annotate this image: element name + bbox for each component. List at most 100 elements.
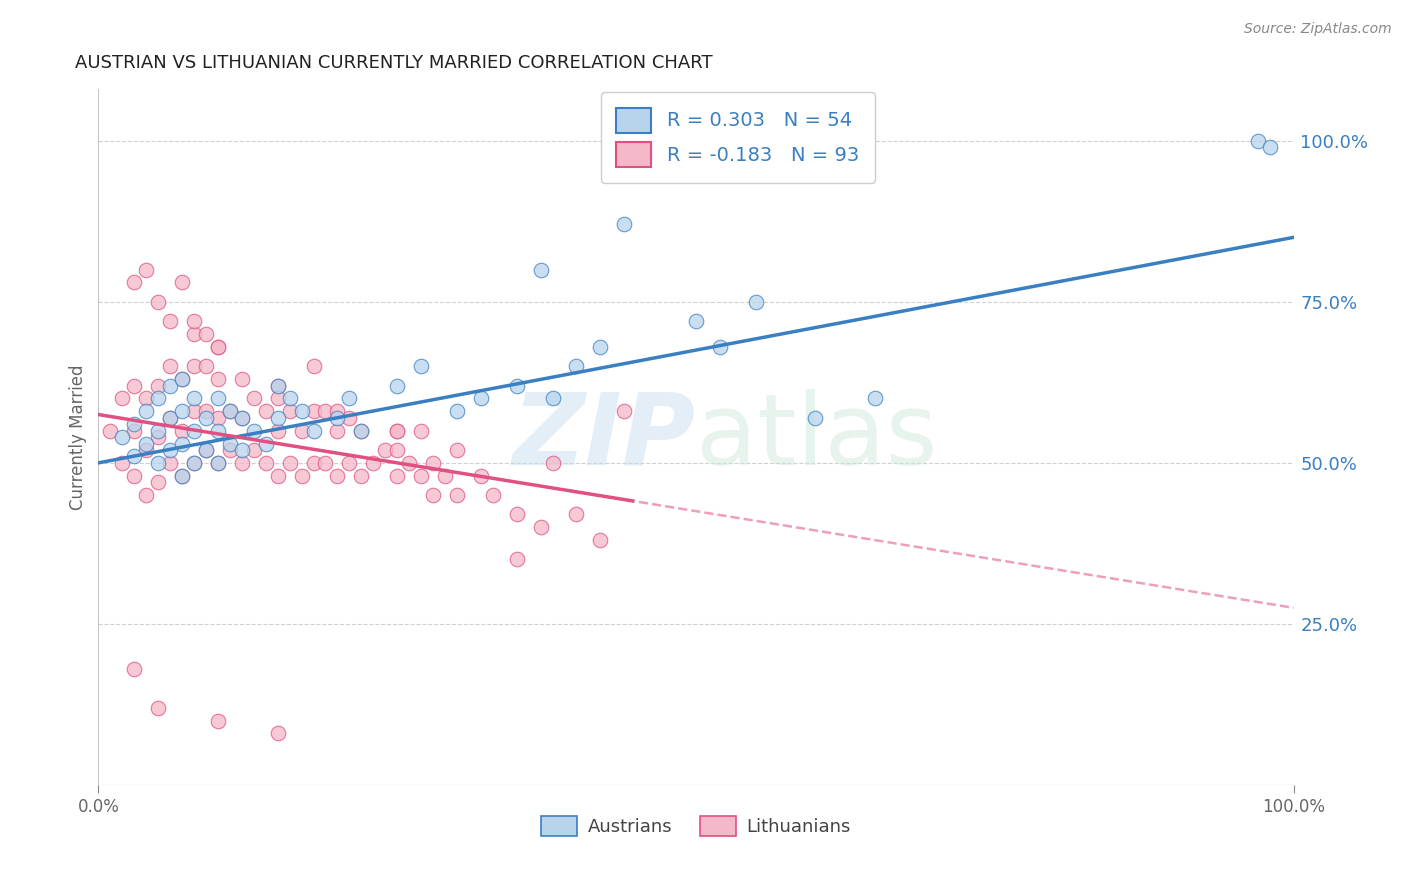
Lithuanians	[159, 456, 181, 470]
Austrians	[207, 424, 229, 438]
Austrians	[1258, 140, 1281, 154]
Lithuanians	[159, 314, 181, 328]
Lithuanians	[183, 456, 205, 470]
Austrians	[530, 262, 553, 277]
Austrians	[172, 372, 194, 386]
Lithuanians	[231, 410, 253, 425]
Lithuanians	[422, 456, 444, 470]
Austrians	[111, 430, 134, 444]
Lithuanians	[446, 488, 468, 502]
Lithuanians	[422, 488, 444, 502]
Austrians	[350, 424, 373, 438]
Lithuanians	[207, 340, 229, 354]
Lithuanians	[183, 326, 205, 341]
Austrians	[207, 456, 229, 470]
Austrians	[231, 410, 253, 425]
Lithuanians	[267, 468, 290, 483]
Lithuanians	[135, 488, 157, 502]
Lithuanians	[183, 314, 205, 328]
Lithuanians	[481, 488, 505, 502]
Austrians	[219, 404, 242, 418]
Lithuanians	[172, 468, 194, 483]
Lithuanians	[565, 508, 588, 522]
Lithuanians	[326, 424, 349, 438]
Lithuanians	[613, 404, 636, 418]
Lithuanians	[326, 468, 349, 483]
Lithuanians	[148, 430, 170, 444]
Austrians	[135, 436, 157, 450]
Lithuanians	[339, 456, 361, 470]
Austrians	[172, 436, 194, 450]
Austrians	[159, 378, 181, 392]
Lithuanians	[172, 372, 194, 386]
Lithuanians	[124, 378, 146, 392]
Austrians	[326, 410, 349, 425]
Lithuanians	[183, 359, 205, 374]
Lithuanians	[267, 726, 290, 740]
Lithuanians	[148, 294, 170, 309]
Austrians	[148, 424, 170, 438]
Lithuanians	[302, 359, 325, 374]
Lithuanians	[267, 424, 290, 438]
Lithuanians	[111, 456, 134, 470]
Austrians	[148, 392, 170, 406]
Lithuanians	[506, 552, 529, 566]
Lithuanians	[385, 424, 409, 438]
Lithuanians	[350, 468, 373, 483]
Lithuanians	[159, 359, 181, 374]
Lithuanians	[159, 410, 181, 425]
Austrians	[446, 404, 468, 418]
Text: ZIP: ZIP	[513, 389, 696, 485]
Lithuanians	[195, 359, 218, 374]
Austrians	[219, 436, 242, 450]
Legend: Austrians, Lithuanians: Austrians, Lithuanians	[531, 806, 860, 846]
Text: Source: ZipAtlas.com: Source: ZipAtlas.com	[1244, 22, 1392, 37]
Lithuanians	[135, 262, 157, 277]
Lithuanians	[326, 404, 349, 418]
Austrians	[589, 340, 612, 354]
Lithuanians	[219, 442, 242, 457]
Lithuanians	[506, 508, 529, 522]
Lithuanians	[124, 424, 146, 438]
Austrians	[231, 442, 253, 457]
Austrians	[506, 378, 529, 392]
Austrians	[183, 424, 205, 438]
Lithuanians	[195, 404, 218, 418]
Lithuanians	[219, 404, 242, 418]
Lithuanians	[207, 340, 229, 354]
Austrians	[159, 442, 181, 457]
Text: AUSTRIAN VS LITHUANIAN CURRENTLY MARRIED CORRELATION CHART: AUSTRIAN VS LITHUANIAN CURRENTLY MARRIED…	[75, 54, 713, 72]
Lithuanians	[385, 468, 409, 483]
Austrians	[172, 468, 194, 483]
Austrians	[195, 410, 218, 425]
Austrians	[745, 294, 768, 309]
Y-axis label: Currently Married: Currently Married	[69, 364, 87, 510]
Lithuanians	[291, 424, 314, 438]
Lithuanians	[589, 533, 612, 548]
Lithuanians	[183, 404, 205, 418]
Lithuanians	[148, 475, 170, 490]
Lithuanians	[541, 456, 564, 470]
Austrians	[385, 378, 409, 392]
Austrians	[709, 340, 731, 354]
Austrians	[470, 392, 492, 406]
Austrians	[865, 392, 887, 406]
Lithuanians	[124, 276, 146, 290]
Lithuanians	[231, 456, 253, 470]
Austrians	[685, 314, 707, 328]
Austrians	[411, 359, 433, 374]
Lithuanians	[315, 456, 337, 470]
Austrians	[159, 410, 181, 425]
Austrians	[1247, 134, 1270, 148]
Lithuanians	[172, 424, 194, 438]
Austrians	[124, 450, 146, 464]
Austrians	[291, 404, 314, 418]
Lithuanians	[411, 424, 433, 438]
Lithuanians	[267, 392, 290, 406]
Austrians	[278, 392, 301, 406]
Austrians	[183, 392, 205, 406]
Austrians	[172, 404, 194, 418]
Austrians	[195, 442, 218, 457]
Austrians	[267, 410, 290, 425]
Lithuanians	[243, 442, 266, 457]
